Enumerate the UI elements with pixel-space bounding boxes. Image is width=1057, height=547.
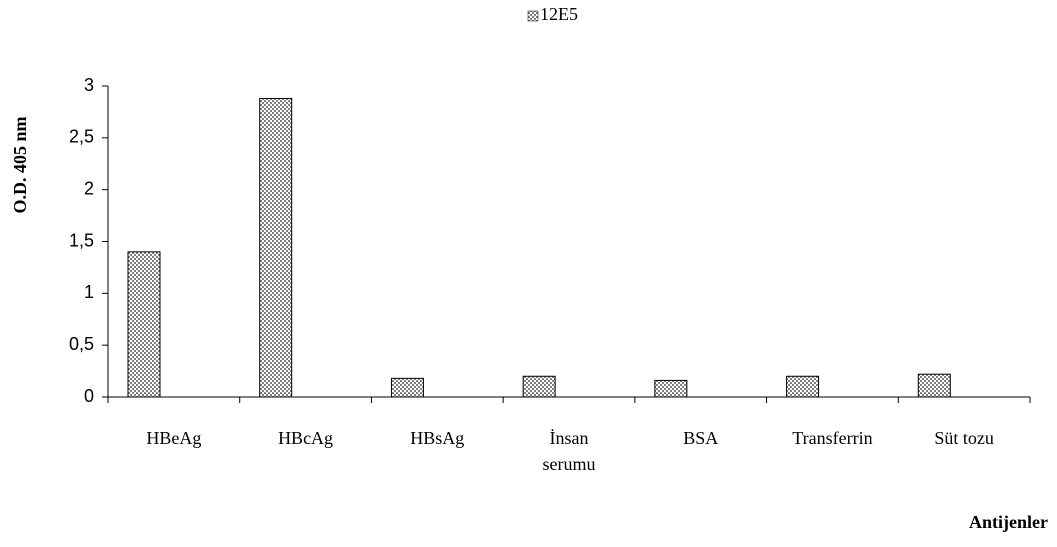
bar [522, 375, 556, 398]
x-tick-label: BSA [683, 428, 719, 448]
x-tick-label: HBsAg [410, 428, 465, 448]
x-tick-label: HBeAg [146, 428, 202, 448]
y-axis-title: O.D. 405 nm [10, 116, 30, 213]
y-tick-label: 1 [84, 282, 94, 302]
legend-label: 12E5 [540, 4, 578, 24]
x-tick-label: İnsan serumu [542, 428, 596, 474]
legend-swatch [527, 10, 539, 22]
bar [259, 97, 293, 398]
x-tick-label: Transferrin [792, 428, 873, 448]
bar [654, 379, 688, 398]
bar [390, 377, 424, 398]
y-tick-label: 0 [84, 386, 94, 406]
y-tick-label: 2,5 [69, 127, 94, 147]
y-tick-label: 2 [84, 178, 94, 198]
x-tick-label: HBcAg [278, 428, 334, 448]
x-axis-title: Antijenler [969, 512, 1048, 532]
bar [786, 375, 820, 398]
y-tick-label: 0,5 [69, 334, 94, 354]
x-tick-label: Süt tozu [934, 428, 994, 448]
bar [917, 373, 951, 398]
bar [127, 251, 161, 398]
y-tick-label: 3 [84, 75, 94, 95]
y-tick-label: 1,5 [69, 230, 94, 250]
